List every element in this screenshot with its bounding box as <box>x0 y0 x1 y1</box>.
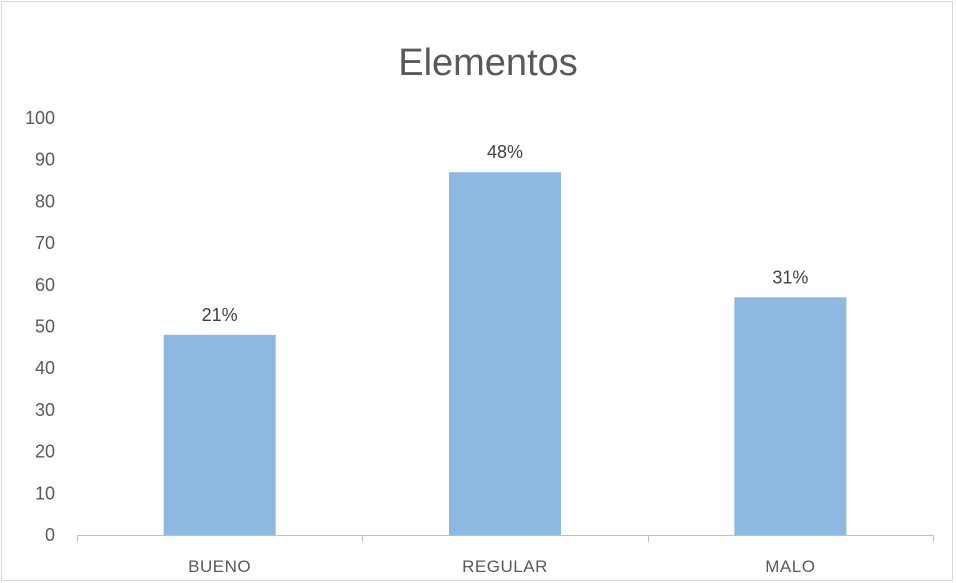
x-axis-labels: BUENO REGULAR MALO <box>188 557 815 576</box>
bar-malo <box>734 297 847 535</box>
data-label-bueno: 21% <box>202 305 238 325</box>
y-tick-label: 40 <box>35 358 55 378</box>
bar-regular <box>449 172 561 535</box>
y-tick-label: 50 <box>35 317 55 337</box>
data-label-regular: 48% <box>487 142 523 162</box>
y-tick-label: 90 <box>35 150 55 170</box>
y-tick-label: 100 <box>25 108 55 128</box>
y-tick-label: 0 <box>45 525 55 545</box>
chart-title: Elementos <box>398 42 578 84</box>
bar-bueno <box>163 334 276 535</box>
bars <box>163 172 847 535</box>
y-tick-label: 70 <box>35 233 55 253</box>
data-labels: 21% 48% 31% <box>202 142 809 325</box>
x-tick-label-regular: REGULAR <box>462 557 548 576</box>
data-label-malo: 31% <box>772 267 808 287</box>
y-axis-ticks: 0 10 20 30 40 50 60 70 80 90 100 <box>25 108 55 545</box>
y-tick-label: 20 <box>35 442 55 462</box>
y-tick-label: 30 <box>35 400 55 420</box>
y-tick-label: 10 <box>35 483 55 503</box>
x-tick-label-malo: MALO <box>765 557 815 576</box>
x-axis <box>77 535 934 542</box>
x-tick-label-bueno: BUENO <box>188 557 251 576</box>
y-tick-label: 80 <box>35 191 55 211</box>
y-tick-label: 60 <box>35 275 55 295</box>
